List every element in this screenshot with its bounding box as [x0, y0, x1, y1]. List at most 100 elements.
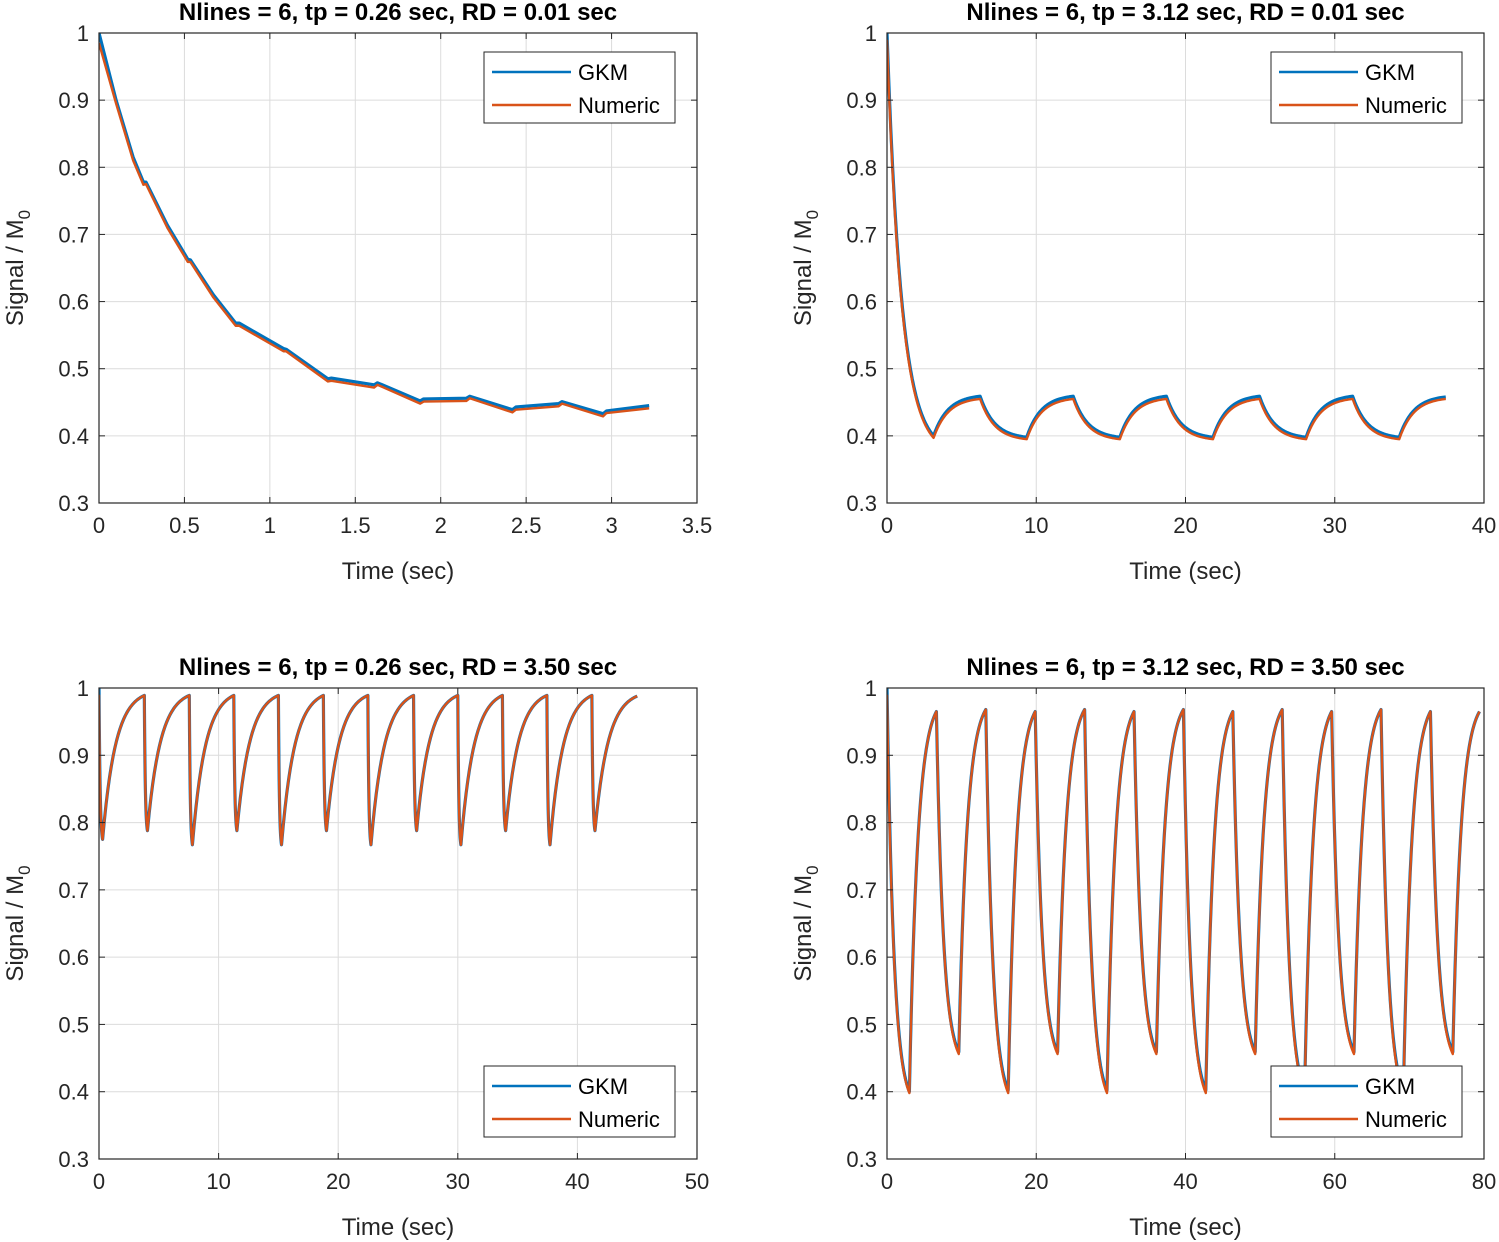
y-tick-label: 0.6: [846, 945, 877, 970]
subplot-4: 0 20 40 60 80 0.3 0.4 0.5 0.6 0.7 0.8 0.9 1 Nlines = …: [790, 654, 1496, 1241]
y-tick-label: 0.8: [846, 811, 877, 836]
y-axis-label: Signal / M0: [2, 865, 34, 981]
series-line-numeric: [99, 42, 650, 418]
x-tick-label: 20: [1173, 513, 1197, 538]
subplot-title: Nlines = 6, tp = 0.26 sec, RD = 3.50 sec: [179, 654, 617, 681]
x-tick-label: 40: [1173, 1169, 1197, 1194]
series-line-numeric: [887, 694, 1481, 1095]
y-axis-label: Signal / M0: [790, 210, 822, 326]
x-tick-label: 10: [1024, 513, 1048, 538]
x-tick-label: 40: [1472, 513, 1496, 538]
legend-label-numeric: Numeric: [578, 1107, 660, 1132]
y-axis-label-subscript: 0: [803, 865, 822, 874]
y-tick-label: 0.8: [58, 155, 89, 180]
legend-label-gkm: GKM: [1365, 60, 1415, 85]
x-tick-label: 2.5: [511, 513, 542, 538]
y-tick-label: 1: [865, 676, 877, 701]
subplot-title: Nlines = 6, tp = 0.26 sec, RD = 0.01 sec: [179, 0, 617, 26]
y-axis-label: Signal / M0: [790, 865, 822, 981]
subplot-title: Nlines = 6, tp = 3.12 sec, RD = 3.50 sec: [966, 654, 1404, 681]
y-tick-label: 0.7: [58, 878, 89, 903]
subplot-3: 0 10 20 30 40 50 0.3 0.4 0.5 0.6 0.7 0.8 0.9 1 Nlines …: [2, 654, 709, 1241]
x-axis-label: Time (sec): [1129, 1214, 1241, 1241]
y-tick-label: 0.9: [58, 743, 89, 768]
legend: GKM Numeric: [483, 1065, 676, 1138]
y-tick-label: 0.6: [846, 290, 877, 315]
y-axis-label-main: Signal / M: [2, 219, 29, 326]
x-tick-label: 3.5: [682, 513, 713, 538]
subplot-2: 0 10 20 30 40 0.3 0.4 0.5 0.6 0.7 0.8 0.9 1 Nlines = …: [790, 0, 1496, 585]
y-tick-label: 1: [77, 21, 89, 46]
y-tick-label: 0.9: [846, 743, 877, 768]
y-tick-label: 0.5: [846, 1012, 877, 1037]
y-tick-label: 0.4: [846, 1080, 877, 1105]
y-axis-label-subscript: 0: [15, 210, 34, 219]
y-tick-label: 0.4: [58, 424, 89, 449]
x-axis-label: Time (sec): [342, 558, 454, 585]
y-tick-label: 0.8: [846, 155, 877, 180]
y-tick-label: 0.9: [846, 88, 877, 113]
y-tick-label: 0.3: [58, 491, 89, 516]
legend-label-gkm: GKM: [578, 1074, 628, 1099]
y-tick-label: 0.3: [846, 491, 877, 516]
legend-box: [483, 51, 676, 124]
y-tick-label: 0.9: [58, 88, 89, 113]
x-tick-label: 0.5: [169, 513, 200, 538]
legend-label-numeric: Numeric: [1365, 93, 1447, 118]
x-tick-label: 3: [605, 513, 617, 538]
x-tick-label: 20: [1024, 1169, 1048, 1194]
y-tick-label: 0.3: [58, 1147, 89, 1172]
y-tick-label: 0.4: [58, 1080, 89, 1105]
x-tick-label: 50: [685, 1169, 709, 1194]
y-axis-label-main: Signal / M: [2, 875, 29, 982]
y-axis-label-subscript: 0: [803, 210, 822, 219]
x-tick-label: 2: [435, 513, 447, 538]
y-tick-label: 0.5: [58, 1012, 89, 1037]
x-tick-label: 80: [1472, 1169, 1496, 1194]
y-tick-label: 0.7: [846, 222, 877, 247]
subplot-1: 0 0.5 1 1.5 2 2.5 3 3.5 0.3 0.4 0.5 0.6 0.7 0.8 0.9 1 Nl…: [2, 0, 712, 585]
legend: GKM Numeric: [1270, 1065, 1463, 1138]
y-tick-label: 0.4: [846, 424, 877, 449]
legend-label-gkm: GKM: [578, 60, 628, 85]
legend-label-gkm: GKM: [1365, 1074, 1415, 1099]
x-tick-label: 10: [206, 1169, 230, 1194]
x-tick-label: 40: [565, 1169, 589, 1194]
y-tick-label: 0.6: [58, 945, 89, 970]
y-tick-label: 1: [865, 21, 877, 46]
axes-box: [98, 687, 698, 1160]
y-tick-label: 0.5: [846, 357, 877, 382]
legend-label-numeric: Numeric: [578, 93, 660, 118]
y-tick-label: 0.6: [58, 290, 89, 315]
legend-box: [1270, 1065, 1463, 1138]
x-tick-label: 30: [446, 1169, 470, 1194]
x-tick-label: 60: [1323, 1169, 1347, 1194]
series-line-numeric: [887, 39, 1446, 441]
x-tick-label: 30: [1323, 513, 1347, 538]
y-tick-label: 0.3: [846, 1147, 877, 1172]
x-tick-label: 20: [326, 1169, 350, 1194]
y-tick-label: 0.8: [58, 811, 89, 836]
x-axis-label: Time (sec): [342, 1214, 454, 1241]
y-tick-label: 0.5: [58, 357, 89, 382]
y-axis-label-main: Signal / M: [790, 875, 817, 982]
legend: GKM Numeric: [1270, 51, 1463, 124]
x-tick-label: 0: [881, 1169, 893, 1194]
legend-box: [483, 1065, 676, 1138]
subplot-title: Nlines = 6, tp = 3.12 sec, RD = 0.01 sec: [966, 0, 1404, 26]
y-tick-label: 1: [77, 676, 89, 701]
y-axis-label: Signal / M0: [2, 210, 34, 326]
legend-label-numeric: Numeric: [1365, 1107, 1447, 1132]
series-line-numeric: [99, 694, 638, 846]
x-tick-label: 0: [93, 1169, 105, 1194]
legend-box: [1270, 51, 1463, 124]
series-line-gkm: [887, 32, 1446, 439]
y-axis-label-subscript: 0: [15, 865, 34, 874]
x-tick-label: 1.5: [340, 513, 371, 538]
x-axis-label: Time (sec): [1129, 558, 1241, 585]
x-tick-label: 0: [93, 513, 105, 538]
y-tick-label: 0.7: [58, 222, 89, 247]
axes-box: [98, 32, 698, 504]
x-tick-label: 0: [881, 513, 893, 538]
